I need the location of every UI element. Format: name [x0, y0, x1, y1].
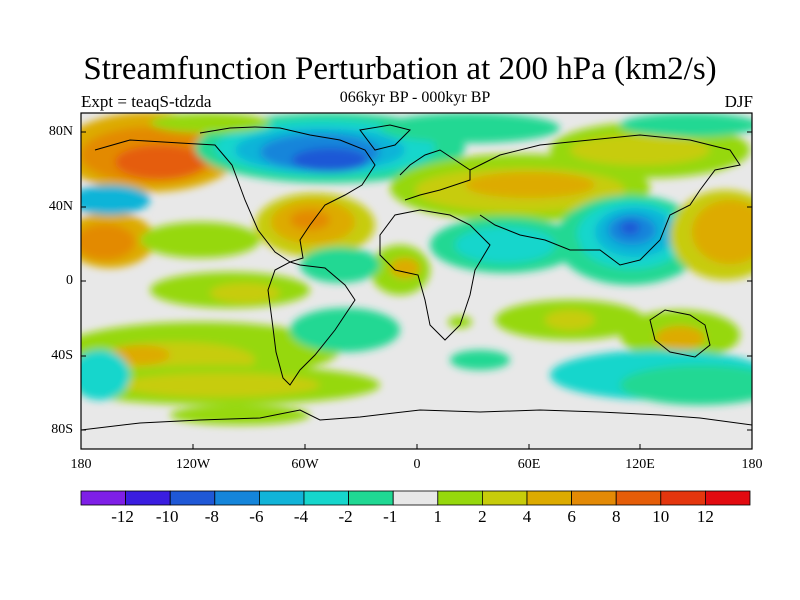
colorbar [80, 490, 751, 506]
spac-low [81, 350, 130, 400]
indian-high-core [545, 310, 595, 330]
lon-label-120e: 120E [625, 457, 655, 472]
colorbar-label: 1 [433, 507, 443, 526]
colorbar-swatch [258, 490, 305, 506]
colorbar-swatch [526, 490, 572, 506]
atlantic-high-core [290, 210, 330, 230]
colorbar-label: -12 [111, 507, 134, 526]
lat-label-40n: 40N [48, 199, 73, 214]
sth-band-2 [120, 373, 320, 397]
lon-label-180w: 180 [70, 457, 92, 472]
colorbar-label: 8 [611, 507, 621, 526]
trop-yellow-2 [390, 258, 420, 278]
colorbar-swatch [80, 490, 126, 506]
colorbar-label: 4 [522, 507, 532, 526]
colorbar-swatch [392, 490, 439, 506]
coast-greenland [359, 124, 411, 151]
coast-south-america [267, 261, 356, 386]
anomaly-field [81, 113, 752, 449]
colorbar-swatch [571, 490, 617, 506]
lat-label-40s: 40S [51, 348, 73, 363]
aus-high-core [655, 326, 705, 350]
lat-label-80s: 80S [51, 422, 73, 437]
colorbar-swatch [125, 490, 171, 506]
season-label: DJF [724, 92, 753, 111]
coast-australia [649, 309, 711, 358]
colorbar-swatch [615, 490, 662, 506]
lon-label-120w: 120W [175, 457, 211, 472]
colorbar-swatch [214, 490, 260, 506]
colorbar-label: -8 [204, 507, 219, 526]
central-pac-band [140, 222, 260, 258]
namerica-low-core [292, 148, 368, 172]
colorbar-label: -4 [293, 507, 309, 526]
colorbar-label: 10 [652, 507, 670, 526]
colorbar-label: 12 [696, 507, 714, 526]
lon-label-0: 0 [413, 457, 421, 472]
colorbar-label: -10 [155, 507, 179, 526]
colorbar-label: -6 [249, 507, 264, 526]
axis-ticks [81, 131, 752, 449]
colorbar-swatch [303, 490, 349, 506]
arctic-green-2 [620, 113, 752, 137]
so-band-2 [620, 365, 752, 405]
colorbar-swatch [169, 490, 216, 506]
colorbar-swatch [481, 490, 528, 506]
east-siberia-core [570, 135, 710, 165]
colorbar-label: 6 [567, 507, 576, 526]
npac-cyan [81, 185, 150, 215]
chart-subtitle: 066kyr BP - 000kyr BP [339, 89, 491, 106]
chart-title: Streamfunction Perturbation at 200 hPa (… [83, 51, 717, 87]
experiment-label: Expt = teaqS-tdzda [81, 92, 212, 111]
coast-asia [469, 134, 741, 266]
coast-antarctica [81, 409, 752, 431]
trop-yellow-1 [210, 283, 280, 303]
coast-africa [379, 209, 491, 341]
colorbar-swatch [705, 490, 751, 506]
spac-high-core [110, 345, 170, 365]
so-low [450, 350, 510, 370]
arctic-green [380, 113, 560, 143]
sindian-green [448, 316, 472, 328]
epac-high-2 [81, 224, 135, 260]
colorbar-swatch [437, 490, 483, 506]
colorbar-swatch [348, 490, 394, 506]
colorbar-swatch [660, 490, 706, 506]
colorbar-label: -2 [338, 507, 353, 526]
india-low-core [455, 227, 555, 263]
lon-label-180e: 180 [741, 457, 763, 472]
so-band-3 [170, 405, 310, 425]
coast-north-america [94, 126, 376, 263]
anomaly-contours [81, 113, 752, 425]
eurasia-band-3 [465, 172, 595, 198]
satl-green [290, 308, 400, 352]
wpac-high-core [692, 200, 752, 264]
lat-label-eq: 0 [66, 273, 73, 288]
colorbar-label: -1 [383, 507, 398, 526]
coastlines [81, 124, 752, 431]
alaska-high-core [115, 145, 205, 179]
colorbar-label: 2 [478, 507, 487, 526]
lon-label-60w: 60W [291, 457, 319, 472]
coast-europe [399, 149, 471, 201]
asia-low-core [620, 221, 640, 235]
trop-cyan [300, 247, 380, 283]
lat-label-80n: 80N [48, 124, 73, 139]
north-pacific-band [150, 113, 270, 133]
lon-label-60e: 60E [517, 457, 541, 472]
